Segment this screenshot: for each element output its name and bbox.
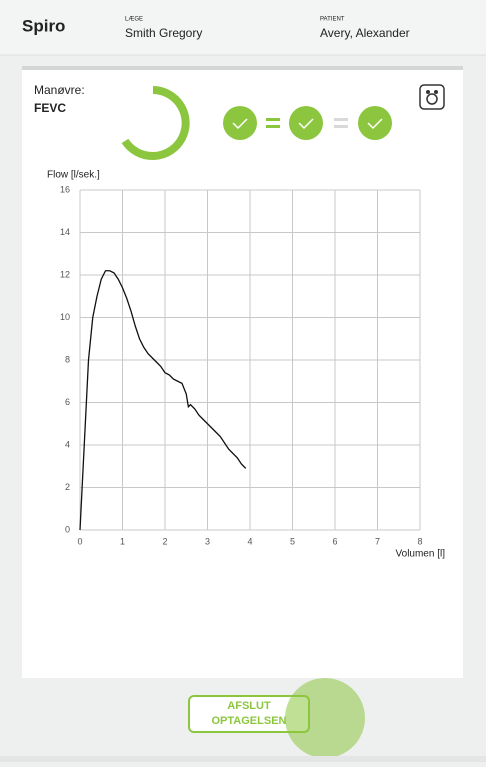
equals-bar <box>334 125 348 128</box>
icon-ear <box>434 90 438 94</box>
check-circle <box>358 106 392 140</box>
patient-name: Avery, Alexander <box>320 26 410 40</box>
equals-bar <box>334 118 348 121</box>
patient-label: PATIENT <box>320 17 345 23</box>
x-tick-label: 6 <box>332 536 337 546</box>
header-bar <box>0 0 486 55</box>
x-tick-label: 0 <box>77 536 82 546</box>
doctor-label: LÆGE <box>125 17 143 23</box>
mascot-button[interactable] <box>419 84 445 110</box>
y-tick-label: 14 <box>60 227 70 237</box>
x-axis-label: Volumen [l] <box>396 549 446 560</box>
check-icon <box>367 118 383 130</box>
doctor-name: Smith Gregory <box>125 26 202 40</box>
icon-body <box>426 93 438 105</box>
touch-ripple <box>285 678 365 758</box>
check-circle <box>289 106 323 140</box>
bottom-bar <box>0 756 486 762</box>
check-indicators <box>223 106 392 140</box>
y-tick-label: 12 <box>60 269 70 279</box>
y-tick-label: 2 <box>65 482 70 492</box>
y-tick-label: 8 <box>65 354 70 364</box>
x-tick-label: 4 <box>247 536 252 546</box>
flow-volume-chart: Flow [l/sek.] Volumen [l] 02468101214160… <box>47 170 445 560</box>
x-tick-label: 8 <box>417 536 422 546</box>
maneuver-label: Manøvre: <box>34 83 85 97</box>
check-icon <box>298 118 314 130</box>
x-tick-label: 3 <box>205 536 210 546</box>
maneuver-value: FEVC <box>34 101 66 115</box>
app-name: Spiro <box>22 16 65 35</box>
button-label: AFSLUT <box>227 700 271 712</box>
y-tick-label: 10 <box>60 312 70 322</box>
progress-ring <box>121 86 190 160</box>
icon-frame <box>419 84 445 110</box>
flow-line <box>79 270 247 531</box>
y-tick-label: 16 <box>60 184 70 194</box>
x-tick-label: 5 <box>290 536 295 546</box>
equals-bar <box>266 118 280 121</box>
card-top-border <box>22 66 463 70</box>
y-tick-label: 0 <box>65 524 70 534</box>
y-tick-label: 6 <box>65 397 70 407</box>
check-icon <box>232 118 248 130</box>
y-tick-label: 4 <box>65 439 70 449</box>
x-tick-label: 1 <box>120 536 125 546</box>
x-tick-label: 7 <box>375 536 380 546</box>
x-tick-label: 2 <box>162 536 167 546</box>
check-circle <box>223 106 257 140</box>
y-axis-label: Flow [l/sek.] <box>47 170 100 181</box>
button-label: OPTAGELSEN <box>212 715 287 727</box>
icon-ear <box>426 90 430 94</box>
equals-bar <box>266 125 280 128</box>
card <box>22 66 463 678</box>
finish-button[interactable]: AFSLUT OPTAGELSEN <box>188 695 310 733</box>
